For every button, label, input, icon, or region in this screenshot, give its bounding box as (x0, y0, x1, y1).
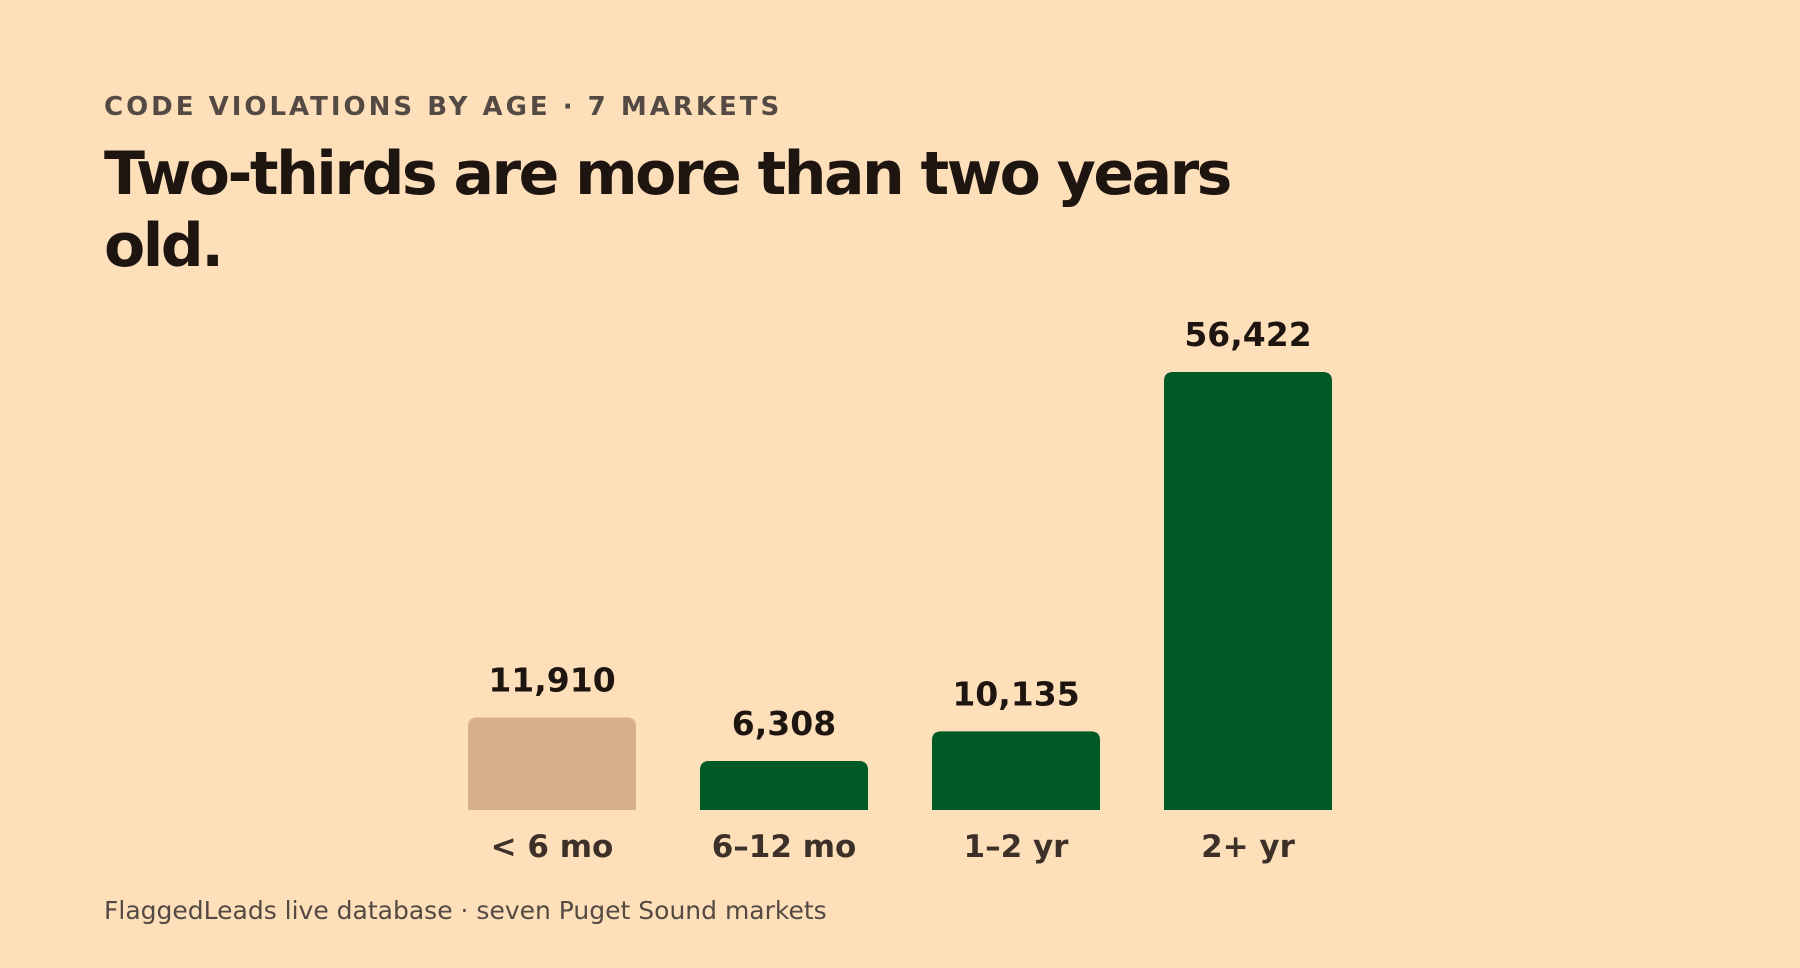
value-label-6-mo: 11,910 (488, 661, 615, 700)
category-label-2-yr: 2+ yr (1201, 829, 1296, 865)
bar-6-mo (468, 717, 636, 810)
value-labels-group: 11,910 6,308 10,135 56,422 (488, 315, 1311, 743)
bar-2-yr (1164, 372, 1332, 810)
chart-eyebrow: CODE VIOLATIONS BY AGE · 7 MARKETS (104, 92, 783, 122)
source-footer: FlaggedLeads live database · seven Puget… (104, 896, 827, 925)
category-label-1-2-yr: 1–2 yr (964, 829, 1070, 865)
category-label-6-mo: < 6 mo (491, 829, 614, 865)
bar-1-2-yr (932, 731, 1100, 810)
chart-headline: Two-thirds are more than two years old. (104, 139, 1232, 281)
bar-6-12-mo (700, 761, 868, 810)
category-label-6-12-mo: 6–12 mo (712, 829, 857, 865)
value-label-6-12-mo: 6,308 (732, 704, 836, 743)
value-label-2-yr: 56,422 (1184, 315, 1311, 354)
category-labels-group: < 6 mo 6–12 mo 1–2 yr 2+ yr (491, 829, 1296, 865)
value-label-1-2-yr: 10,135 (952, 674, 1079, 713)
bars-group (468, 372, 1332, 810)
